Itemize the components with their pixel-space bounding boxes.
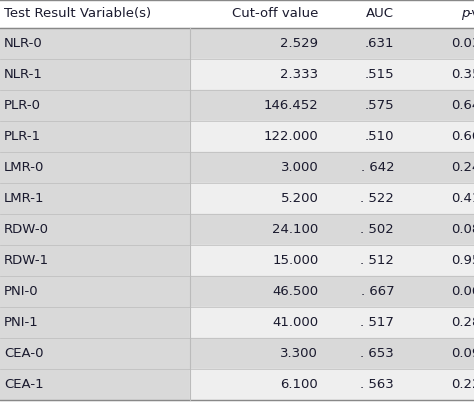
Bar xyxy=(190,152,474,183)
Text: 0.288: 0.288 xyxy=(451,316,474,329)
Text: 0.085: 0.085 xyxy=(451,223,474,236)
Bar xyxy=(190,90,474,121)
Text: 6.100: 6.100 xyxy=(281,378,319,391)
Text: . 522: . 522 xyxy=(360,192,394,205)
Text: . 642: . 642 xyxy=(361,161,394,174)
Bar xyxy=(0,121,190,152)
Text: 0.090: 0.090 xyxy=(451,347,474,360)
Text: 0.957: 0.957 xyxy=(451,254,474,267)
Bar xyxy=(190,369,474,400)
Text: AUC: AUC xyxy=(366,7,394,21)
Text: RDW-1: RDW-1 xyxy=(4,254,49,267)
Text: 2.529: 2.529 xyxy=(280,37,319,50)
Text: PNI-0: PNI-0 xyxy=(4,285,38,298)
Text: . 502: . 502 xyxy=(360,223,394,236)
Text: NLR-1: NLR-1 xyxy=(4,68,43,81)
Text: 5.200: 5.200 xyxy=(281,192,319,205)
Bar xyxy=(190,338,474,369)
Text: . 512: . 512 xyxy=(360,254,394,267)
Bar xyxy=(0,369,190,400)
Bar xyxy=(190,183,474,214)
Text: 24.100: 24.100 xyxy=(272,223,319,236)
Bar xyxy=(0,214,190,245)
Bar xyxy=(0,183,190,214)
Text: .515: .515 xyxy=(365,68,394,81)
Text: -value: -value xyxy=(467,7,474,21)
Text: 0.412: 0.412 xyxy=(451,192,474,205)
Text: p: p xyxy=(461,7,469,21)
Text: 3.000: 3.000 xyxy=(281,161,319,174)
Text: . 517: . 517 xyxy=(360,316,394,329)
Bar xyxy=(0,338,190,369)
Bar xyxy=(190,121,474,152)
Bar xyxy=(190,28,474,59)
Text: 122.000: 122.000 xyxy=(264,130,319,143)
Bar xyxy=(0,152,190,183)
Text: PNI-1: PNI-1 xyxy=(4,316,39,329)
Bar xyxy=(0,59,190,90)
Bar xyxy=(0,28,190,59)
Text: PLR-1: PLR-1 xyxy=(4,130,41,143)
Text: LMR-0: LMR-0 xyxy=(4,161,45,174)
Text: 0.247: 0.247 xyxy=(451,161,474,174)
Text: . 563: . 563 xyxy=(360,378,394,391)
Text: PLR-0: PLR-0 xyxy=(4,99,41,112)
Text: 41.000: 41.000 xyxy=(272,316,319,329)
Text: Test Result Variable(s): Test Result Variable(s) xyxy=(4,7,151,21)
Bar xyxy=(190,307,474,338)
Bar xyxy=(0,307,190,338)
Text: 0.665: 0.665 xyxy=(451,130,474,143)
Text: . 667: . 667 xyxy=(361,285,394,298)
Text: .575: .575 xyxy=(365,99,394,112)
Bar xyxy=(0,245,190,276)
Text: CEA-1: CEA-1 xyxy=(4,378,44,391)
Bar xyxy=(190,59,474,90)
Text: 3.300: 3.300 xyxy=(281,347,319,360)
Text: RDW-0: RDW-0 xyxy=(4,223,49,236)
Text: 0.225: 0.225 xyxy=(451,378,474,391)
Bar xyxy=(0,0,474,28)
Text: . 653: . 653 xyxy=(360,347,394,360)
Text: 0.640: 0.640 xyxy=(451,99,474,112)
Text: .631: .631 xyxy=(365,37,394,50)
Text: Cut-off value: Cut-off value xyxy=(232,7,319,21)
Text: 2.333: 2.333 xyxy=(280,68,319,81)
Text: 146.452: 146.452 xyxy=(264,99,319,112)
Bar xyxy=(190,276,474,307)
Text: 0.350: 0.350 xyxy=(451,68,474,81)
Text: 15.000: 15.000 xyxy=(272,254,319,267)
Text: 0.039: 0.039 xyxy=(451,37,474,50)
Text: LMR-1: LMR-1 xyxy=(4,192,45,205)
Text: 0.065: 0.065 xyxy=(451,285,474,298)
Text: 46.500: 46.500 xyxy=(272,285,319,298)
Text: .510: .510 xyxy=(365,130,394,143)
Bar xyxy=(190,214,474,245)
Bar xyxy=(0,276,190,307)
Text: NLR-0: NLR-0 xyxy=(4,37,43,50)
Bar xyxy=(0,90,190,121)
Text: CEA-0: CEA-0 xyxy=(4,347,44,360)
Bar xyxy=(190,245,474,276)
